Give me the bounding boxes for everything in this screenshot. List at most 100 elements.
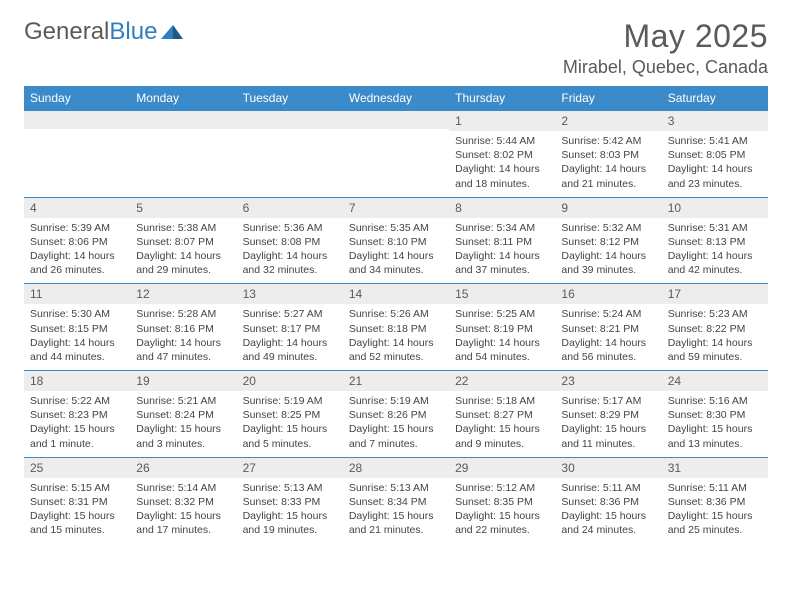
day-data: Sunrise: 5:12 AMSunset: 8:35 PMDaylight:…: [449, 478, 555, 544]
day-number: 2: [555, 111, 661, 131]
logo-text-gray: General: [24, 18, 109, 45]
day-data: Sunrise: 5:11 AMSunset: 8:36 PMDaylight:…: [662, 478, 768, 544]
day-number: 10: [662, 198, 768, 218]
title-block: May 2025 Mirabel, Quebec, Canada: [563, 18, 768, 78]
day-cell: 28Sunrise: 5:13 AMSunset: 8:34 PMDayligh…: [343, 457, 449, 543]
day-number: 27: [237, 458, 343, 478]
day-data: Sunrise: 5:13 AMSunset: 8:33 PMDaylight:…: [237, 478, 343, 544]
day-data: Sunrise: 5:32 AMSunset: 8:12 PMDaylight:…: [555, 218, 661, 284]
day-cell: 27Sunrise: 5:13 AMSunset: 8:33 PMDayligh…: [237, 457, 343, 543]
day-cell: 9Sunrise: 5:32 AMSunset: 8:12 PMDaylight…: [555, 197, 661, 284]
day-cell: 19Sunrise: 5:21 AMSunset: 8:24 PMDayligh…: [130, 371, 236, 458]
day-number: 7: [343, 198, 449, 218]
day-cell: 7Sunrise: 5:35 AMSunset: 8:10 PMDaylight…: [343, 197, 449, 284]
day-data: Sunrise: 5:24 AMSunset: 8:21 PMDaylight:…: [555, 304, 661, 370]
logo-text-blue: Blue: [109, 18, 157, 45]
day-number: 1: [449, 111, 555, 131]
logo-text: GeneralBlue: [24, 18, 157, 46]
week-row: 4Sunrise: 5:39 AMSunset: 8:06 PMDaylight…: [24, 197, 768, 284]
day-data: Sunrise: 5:36 AMSunset: 8:08 PMDaylight:…: [237, 218, 343, 284]
day-header-mon: Monday: [130, 86, 236, 111]
day-cell: 13Sunrise: 5:27 AMSunset: 8:17 PMDayligh…: [237, 284, 343, 371]
day-data: Sunrise: 5:13 AMSunset: 8:34 PMDaylight:…: [343, 478, 449, 544]
day-data: Sunrise: 5:19 AMSunset: 8:25 PMDaylight:…: [237, 391, 343, 457]
day-cell: 1Sunrise: 5:44 AMSunset: 8:02 PMDaylight…: [449, 111, 555, 198]
day-cell: [343, 111, 449, 198]
day-number: 5: [130, 198, 236, 218]
day-cell: 21Sunrise: 5:19 AMSunset: 8:26 PMDayligh…: [343, 371, 449, 458]
day-cell: 31Sunrise: 5:11 AMSunset: 8:36 PMDayligh…: [662, 457, 768, 543]
day-number-empty: [130, 111, 236, 129]
day-number: 8: [449, 198, 555, 218]
day-number: 21: [343, 371, 449, 391]
day-number: 11: [24, 284, 130, 304]
day-cell: 15Sunrise: 5:25 AMSunset: 8:19 PMDayligh…: [449, 284, 555, 371]
location-subtitle: Mirabel, Quebec, Canada: [563, 57, 768, 78]
day-data: Sunrise: 5:18 AMSunset: 8:27 PMDaylight:…: [449, 391, 555, 457]
day-data: Sunrise: 5:31 AMSunset: 8:13 PMDaylight:…: [662, 218, 768, 284]
day-number: 18: [24, 371, 130, 391]
day-cell: 14Sunrise: 5:26 AMSunset: 8:18 PMDayligh…: [343, 284, 449, 371]
day-data: Sunrise: 5:16 AMSunset: 8:30 PMDaylight:…: [662, 391, 768, 457]
day-header-sun: Sunday: [24, 86, 130, 111]
day-data-empty: [130, 129, 236, 181]
day-data: Sunrise: 5:15 AMSunset: 8:31 PMDaylight:…: [24, 478, 130, 544]
day-number-empty: [343, 111, 449, 129]
day-cell: 30Sunrise: 5:11 AMSunset: 8:36 PMDayligh…: [555, 457, 661, 543]
month-title: May 2025: [563, 18, 768, 55]
day-cell: 12Sunrise: 5:28 AMSunset: 8:16 PMDayligh…: [130, 284, 236, 371]
day-data: Sunrise: 5:23 AMSunset: 8:22 PMDaylight:…: [662, 304, 768, 370]
day-number: 23: [555, 371, 661, 391]
day-data: Sunrise: 5:25 AMSunset: 8:19 PMDaylight:…: [449, 304, 555, 370]
day-data: Sunrise: 5:28 AMSunset: 8:16 PMDaylight:…: [130, 304, 236, 370]
day-data-empty: [343, 129, 449, 181]
day-number-empty: [237, 111, 343, 129]
week-row: 11Sunrise: 5:30 AMSunset: 8:15 PMDayligh…: [24, 284, 768, 371]
day-header-sat: Saturday: [662, 86, 768, 111]
day-number: 14: [343, 284, 449, 304]
day-cell: 25Sunrise: 5:15 AMSunset: 8:31 PMDayligh…: [24, 457, 130, 543]
logo: GeneralBlue: [24, 18, 185, 46]
day-cell: 4Sunrise: 5:39 AMSunset: 8:06 PMDaylight…: [24, 197, 130, 284]
day-number: 16: [555, 284, 661, 304]
day-data: Sunrise: 5:17 AMSunset: 8:29 PMDaylight:…: [555, 391, 661, 457]
week-row: 25Sunrise: 5:15 AMSunset: 8:31 PMDayligh…: [24, 457, 768, 543]
day-data: Sunrise: 5:21 AMSunset: 8:24 PMDaylight:…: [130, 391, 236, 457]
day-cell: 8Sunrise: 5:34 AMSunset: 8:11 PMDaylight…: [449, 197, 555, 284]
day-number: 30: [555, 458, 661, 478]
day-cell: 5Sunrise: 5:38 AMSunset: 8:07 PMDaylight…: [130, 197, 236, 284]
day-number: 4: [24, 198, 130, 218]
day-number: 9: [555, 198, 661, 218]
day-data: Sunrise: 5:14 AMSunset: 8:32 PMDaylight:…: [130, 478, 236, 544]
day-cell: 11Sunrise: 5:30 AMSunset: 8:15 PMDayligh…: [24, 284, 130, 371]
day-number: 31: [662, 458, 768, 478]
day-data: Sunrise: 5:19 AMSunset: 8:26 PMDaylight:…: [343, 391, 449, 457]
day-cell: 3Sunrise: 5:41 AMSunset: 8:05 PMDaylight…: [662, 111, 768, 198]
day-header-thu: Thursday: [449, 86, 555, 111]
day-data-empty: [24, 129, 130, 181]
day-number: 13: [237, 284, 343, 304]
day-data: Sunrise: 5:26 AMSunset: 8:18 PMDaylight:…: [343, 304, 449, 370]
day-cell: 10Sunrise: 5:31 AMSunset: 8:13 PMDayligh…: [662, 197, 768, 284]
day-cell: [130, 111, 236, 198]
day-cell: [237, 111, 343, 198]
day-number: 28: [343, 458, 449, 478]
day-number: 6: [237, 198, 343, 218]
day-number: 17: [662, 284, 768, 304]
day-data: Sunrise: 5:44 AMSunset: 8:02 PMDaylight:…: [449, 131, 555, 197]
day-number: 29: [449, 458, 555, 478]
day-number: 15: [449, 284, 555, 304]
day-data: Sunrise: 5:39 AMSunset: 8:06 PMDaylight:…: [24, 218, 130, 284]
day-header-tue: Tuesday: [237, 86, 343, 111]
day-cell: 16Sunrise: 5:24 AMSunset: 8:21 PMDayligh…: [555, 284, 661, 371]
day-cell: [24, 111, 130, 198]
day-header-fri: Friday: [555, 86, 661, 111]
week-row: 18Sunrise: 5:22 AMSunset: 8:23 PMDayligh…: [24, 371, 768, 458]
day-number: 20: [237, 371, 343, 391]
logo-triangle-icon: [159, 19, 185, 45]
day-cell: 23Sunrise: 5:17 AMSunset: 8:29 PMDayligh…: [555, 371, 661, 458]
day-data: Sunrise: 5:35 AMSunset: 8:10 PMDaylight:…: [343, 218, 449, 284]
calendar-body: 1Sunrise: 5:44 AMSunset: 8:02 PMDaylight…: [24, 111, 768, 544]
day-data: Sunrise: 5:30 AMSunset: 8:15 PMDaylight:…: [24, 304, 130, 370]
day-number: 3: [662, 111, 768, 131]
